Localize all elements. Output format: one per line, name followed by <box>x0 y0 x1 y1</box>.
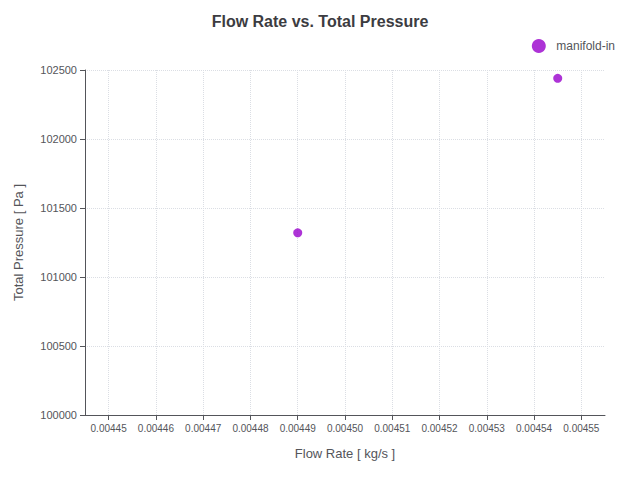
svg-text:0.00451: 0.00451 <box>374 423 411 434</box>
svg-text:100500: 100500 <box>40 340 77 352</box>
svg-text:0.00455: 0.00455 <box>563 423 600 434</box>
svg-text:101000: 101000 <box>40 271 77 283</box>
svg-text:0.00448: 0.00448 <box>232 423 269 434</box>
svg-text:0.00453: 0.00453 <box>469 423 506 434</box>
svg-text:Flow Rate [ kg/s ]: Flow Rate [ kg/s ] <box>295 446 395 461</box>
svg-text:0.00449: 0.00449 <box>280 423 317 434</box>
svg-text:102000: 102000 <box>40 133 77 145</box>
svg-text:100000: 100000 <box>40 409 77 421</box>
svg-text:0.00445: 0.00445 <box>91 423 128 434</box>
svg-text:0.00452: 0.00452 <box>421 423 458 434</box>
svg-text:0.00447: 0.00447 <box>185 423 222 434</box>
svg-text:101500: 101500 <box>40 202 77 214</box>
svg-text:Flow Rate vs. Total Pressure: Flow Rate vs. Total Pressure <box>212 13 429 30</box>
svg-text:0.00454: 0.00454 <box>516 423 553 434</box>
svg-text:0.00446: 0.00446 <box>138 423 175 434</box>
svg-text:Total Pressure [ Pa ]: Total Pressure [ Pa ] <box>11 184 26 301</box>
svg-text:102500: 102500 <box>40 64 77 76</box>
svg-text:manifold-in: manifold-in <box>556 39 615 53</box>
svg-text:0.00450: 0.00450 <box>327 423 364 434</box>
